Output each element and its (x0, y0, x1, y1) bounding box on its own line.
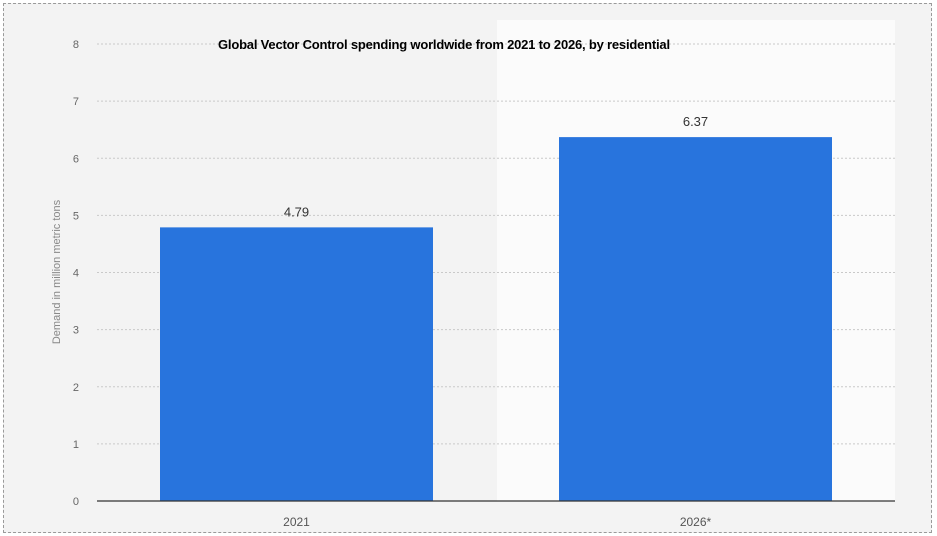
y-tick-label: 5 (73, 210, 79, 222)
y-tick-label: 4 (73, 268, 79, 280)
x-axis-ticks: 2021 2026* (283, 515, 711, 529)
y-tick-label: 3 (73, 325, 79, 337)
y-tick-label: 7 (73, 96, 79, 108)
y-tick-label: 2 (73, 382, 79, 394)
y-tick-label: 8 (73, 39, 79, 51)
data-label: 4.79 (284, 204, 309, 219)
y-axis-ticks: 0 1 2 3 4 5 6 7 8 (73, 39, 79, 508)
bar (559, 137, 832, 501)
y-tick-label: 1 (73, 439, 79, 451)
y-tick-label: 6 (73, 153, 79, 165)
bars: 4.79 6.37 (160, 114, 832, 501)
x-tick-label: 2021 (283, 515, 310, 529)
y-tick-label: 0 (73, 496, 79, 508)
data-label: 6.37 (683, 114, 708, 129)
chart-title: Global Vector Control spending worldwide… (218, 37, 670, 52)
bar (160, 227, 433, 501)
x-tick-label: 2026* (680, 515, 712, 529)
y-axis-label: Demand in million metric tons (51, 199, 63, 344)
